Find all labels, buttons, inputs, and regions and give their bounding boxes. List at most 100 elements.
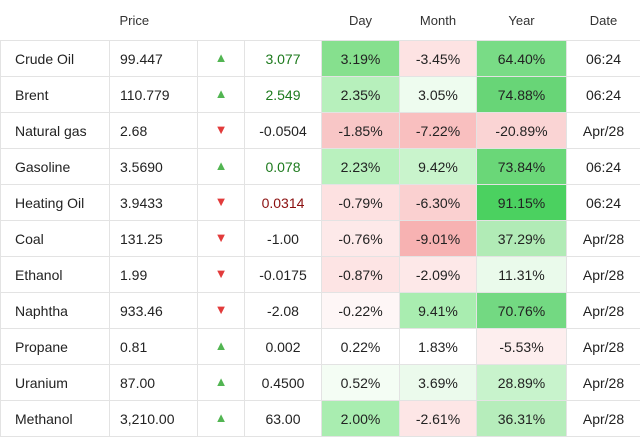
triangle-down-icon: ▼ (215, 302, 228, 317)
price-cell: 3,210.00 (110, 401, 198, 437)
day-percent-cell: 2.35% (322, 77, 400, 113)
header-date[interactable]: Date (567, 0, 640, 41)
price-cell: 2.68 (110, 113, 198, 149)
day-percent-cell: -0.22% (322, 293, 400, 329)
price-cell: 3.9433 (110, 185, 198, 221)
change-cell: 0.078 (245, 149, 322, 185)
day-percent-cell: 2.23% (322, 149, 400, 185)
commodity-name-link[interactable]: Methanol (1, 401, 110, 437)
price-cell: 0.81 (110, 329, 198, 365)
header-day[interactable]: Day (322, 0, 400, 41)
header-name (1, 0, 110, 41)
year-percent-cell: 36.31% (477, 401, 567, 437)
day-percent-cell: 3.19% (322, 41, 400, 77)
year-percent-cell: 73.84% (477, 149, 567, 185)
price-cell: 131.25 (110, 221, 198, 257)
year-percent-cell: 64.40% (477, 41, 567, 77)
month-percent-cell: 9.41% (400, 293, 477, 329)
date-cell: Apr/28 (567, 257, 640, 293)
day-percent-cell: 0.22% (322, 329, 400, 365)
month-percent-cell: 1.83% (400, 329, 477, 365)
triangle-up-icon: ▲ (215, 86, 228, 101)
date-cell: Apr/28 (567, 329, 640, 365)
arrow-down-icon: ▼ (198, 293, 245, 329)
arrow-up-icon: ▲ (198, 149, 245, 185)
change-cell: 0.0314 (245, 185, 322, 221)
triangle-down-icon: ▼ (215, 122, 228, 137)
date-cell: 06:24 (567, 185, 640, 221)
triangle-up-icon: ▲ (215, 50, 228, 65)
month-percent-cell: -7.22% (400, 113, 477, 149)
commodity-name-link[interactable]: Uranium (1, 365, 110, 401)
year-percent-cell: 11.31% (477, 257, 567, 293)
day-percent-cell: -0.87% (322, 257, 400, 293)
triangle-down-icon: ▼ (215, 266, 228, 281)
commodity-name-link[interactable]: Brent (1, 77, 110, 113)
commodity-name-link[interactable]: Heating Oil (1, 185, 110, 221)
commodity-name-link[interactable]: Propane (1, 329, 110, 365)
arrow-up-icon: ▲ (198, 77, 245, 113)
table-header-row: Price Day Month Year Date (1, 0, 640, 41)
arrow-down-icon: ▼ (198, 113, 245, 149)
year-percent-cell: -5.53% (477, 329, 567, 365)
commodity-name-link[interactable]: Coal (1, 221, 110, 257)
price-cell: 87.00 (110, 365, 198, 401)
triangle-down-icon: ▼ (215, 194, 228, 209)
price-cell: 933.46 (110, 293, 198, 329)
arrow-up-icon: ▲ (198, 41, 245, 77)
day-percent-cell: -0.79% (322, 185, 400, 221)
change-cell: -2.08 (245, 293, 322, 329)
commodity-name-link[interactable]: Gasoline (1, 149, 110, 185)
date-cell: Apr/28 (567, 401, 640, 437)
arrow-down-icon: ▼ (198, 185, 245, 221)
day-percent-cell: -1.85% (322, 113, 400, 149)
header-arrow (198, 0, 245, 41)
arrow-up-icon: ▲ (198, 365, 245, 401)
change-cell: 63.00 (245, 401, 322, 437)
triangle-up-icon: ▲ (215, 410, 228, 425)
price-cell: 110.779 (110, 77, 198, 113)
date-cell: Apr/28 (567, 221, 640, 257)
commodity-name-link[interactable]: Natural gas (1, 113, 110, 149)
commodity-name-link[interactable]: Naphtha (1, 293, 110, 329)
header-price[interactable]: Price (110, 0, 198, 41)
year-percent-cell: -20.89% (477, 113, 567, 149)
month-percent-cell: 9.42% (400, 149, 477, 185)
date-cell: Apr/28 (567, 365, 640, 401)
triangle-up-icon: ▲ (215, 374, 228, 389)
header-year[interactable]: Year (477, 0, 567, 41)
date-cell: 06:24 (567, 41, 640, 77)
header-month[interactable]: Month (400, 0, 477, 41)
commodity-name-link[interactable]: Ethanol (1, 257, 110, 293)
commodity-name-link[interactable]: Crude Oil (1, 41, 110, 77)
header-change (245, 0, 322, 41)
change-cell: 3.077 (245, 41, 322, 77)
month-percent-cell: -2.61% (400, 401, 477, 437)
change-cell: 0.4500 (245, 365, 322, 401)
change-cell: 2.549 (245, 77, 322, 113)
price-cell: 1.99 (110, 257, 198, 293)
month-percent-cell: -6.30% (400, 185, 477, 221)
year-percent-cell: 74.88% (477, 77, 567, 113)
year-percent-cell: 70.76% (477, 293, 567, 329)
month-percent-cell: -3.45% (400, 41, 477, 77)
month-percent-cell: -9.01% (400, 221, 477, 257)
year-percent-cell: 28.89% (477, 365, 567, 401)
price-cell: 99.447 (110, 41, 198, 77)
triangle-up-icon: ▲ (215, 158, 228, 173)
change-cell: -0.0504 (245, 113, 322, 149)
change-cell: -0.0175 (245, 257, 322, 293)
